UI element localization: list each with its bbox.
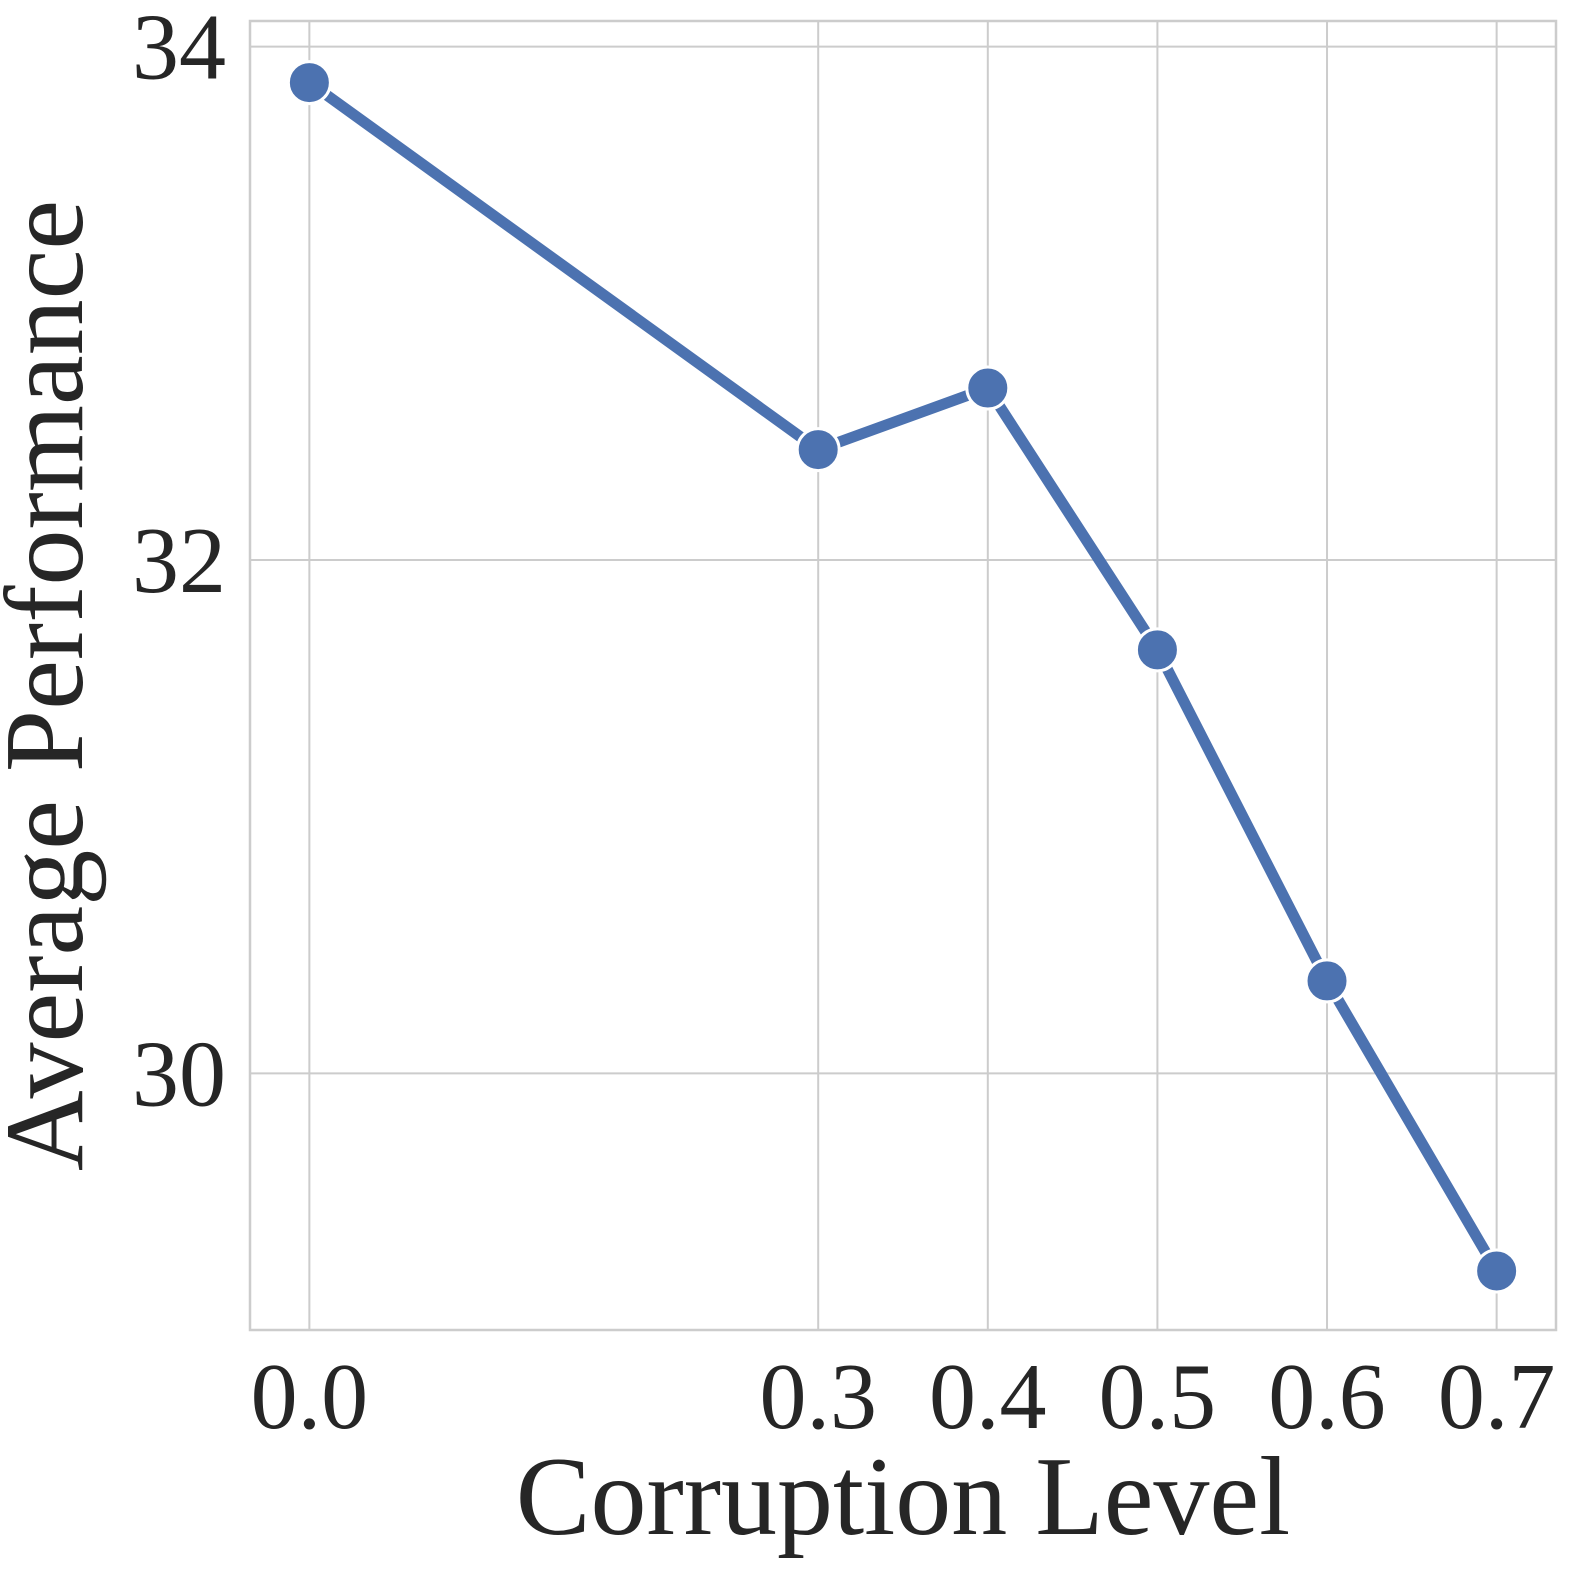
data-point [967, 367, 1009, 409]
x-tick-label: 0.0 [251, 1345, 369, 1449]
x-tick-label: 0.4 [929, 1345, 1047, 1449]
x-tick-label: 0.7 [1438, 1345, 1556, 1449]
series-lines [309, 83, 1496, 1271]
data-point [1306, 960, 1348, 1002]
plot-area-frame [250, 21, 1556, 1330]
y-tick-label: 34 [132, 0, 226, 100]
data-point [1136, 629, 1178, 671]
data-point [288, 62, 330, 104]
y-tick-label: 30 [132, 1022, 226, 1126]
y-gridlines [250, 47, 1556, 1074]
x-axis-label: Corruption Level [516, 1435, 1290, 1559]
data-point [797, 429, 839, 471]
x-tick-label: 0.3 [759, 1345, 877, 1449]
series-points [288, 62, 1517, 1292]
x-tick-labels: 0.0 0.3 0.4 0.5 0.6 0.7 [251, 1345, 1556, 1449]
y-axis-label: Average Performance [0, 200, 107, 1171]
series-line [309, 83, 1496, 1271]
x-tick-label: 0.6 [1268, 1345, 1386, 1449]
y-tick-labels: 30 32 34 [132, 0, 226, 1126]
x-tick-label: 0.5 [1099, 1345, 1217, 1449]
y-tick-label: 32 [132, 509, 226, 613]
data-point [1476, 1250, 1518, 1292]
